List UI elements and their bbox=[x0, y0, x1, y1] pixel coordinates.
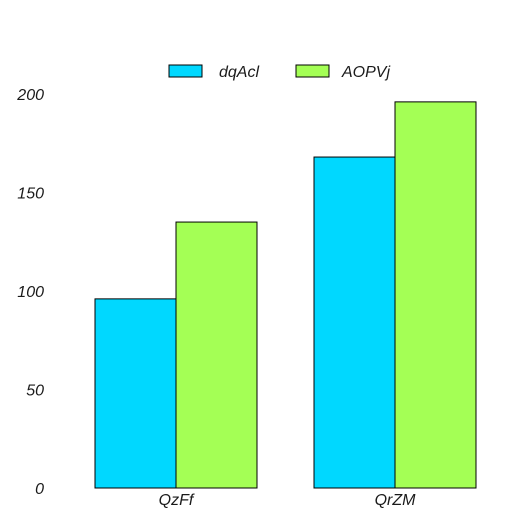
bar-AOPVj-QzFf bbox=[175, 221, 258, 489]
bars bbox=[94, 101, 477, 489]
x-tick-label-QrZM: QrZM bbox=[375, 492, 417, 509]
y-axis: 0 50 100 150 200 bbox=[16, 87, 44, 498]
y-tick-label-50: 50 bbox=[26, 383, 44, 400]
bar-dqAcl-QzFf bbox=[94, 298, 177, 489]
bar-AOPVj-QrZM bbox=[394, 101, 477, 489]
x-tick-label-QzFf: QzFf bbox=[159, 492, 195, 509]
legend-swatch-dqAcl bbox=[168, 64, 203, 78]
y-tick-label-0: 0 bbox=[35, 481, 44, 498]
legend-label-dqAcl: dqAcl bbox=[219, 64, 259, 81]
y-tick-label-100: 100 bbox=[17, 284, 44, 301]
legend-label-AOPVj: AOPVj bbox=[341, 64, 390, 81]
bar-dqAcl-QrZM bbox=[313, 156, 396, 489]
legend: dqAcl AOPVj bbox=[168, 64, 390, 81]
y-tick-label-150: 150 bbox=[17, 186, 44, 203]
y-tick-label-200: 200 bbox=[16, 87, 44, 104]
legend-swatch-AOPVj bbox=[295, 64, 330, 78]
x-axis: QzFf QrZM bbox=[159, 492, 416, 509]
